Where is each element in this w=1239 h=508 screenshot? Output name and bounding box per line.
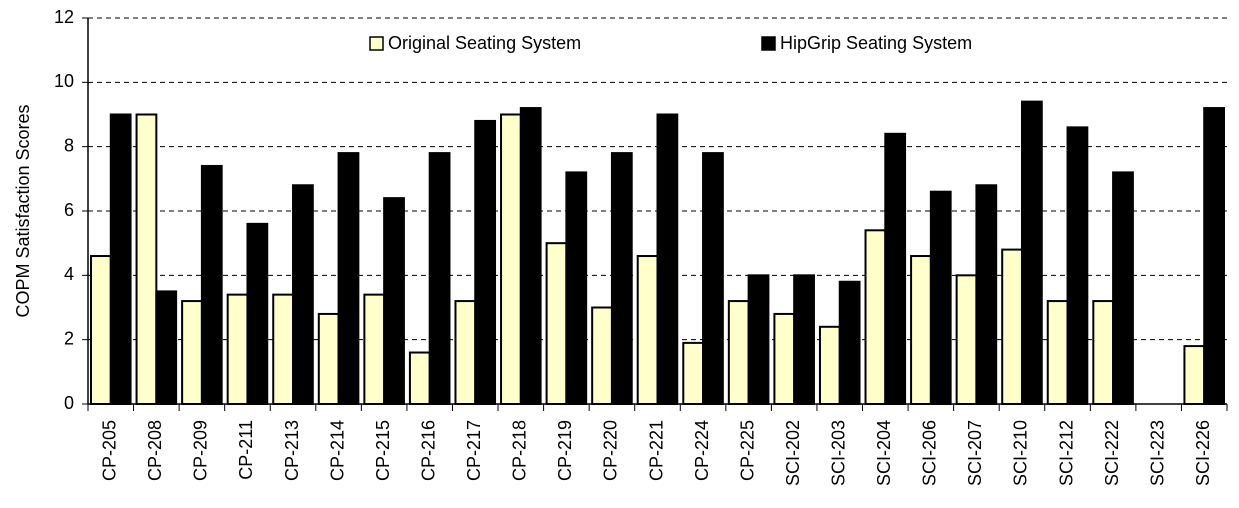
bar <box>317 312 340 405</box>
x-tick-label: CP-208 <box>145 420 165 481</box>
bar <box>773 312 796 405</box>
x-tick-label: SCI-204 <box>874 420 894 486</box>
bar <box>975 184 998 405</box>
x-tick-label: CP-218 <box>510 420 530 481</box>
x-tick-label: CP-214 <box>327 420 347 481</box>
y-tick-label: 2 <box>64 328 74 348</box>
bar <box>200 164 223 405</box>
bar <box>1020 100 1043 405</box>
y-tick-label: 8 <box>64 135 74 155</box>
x-tick-label: SCI-226 <box>1193 420 1213 486</box>
y-tick-label: 4 <box>64 264 74 284</box>
bar <box>1112 171 1134 405</box>
bar <box>636 255 659 405</box>
bar <box>1203 107 1225 405</box>
bar <box>428 152 451 405</box>
x-tick-label: SCI-223 <box>1147 420 1167 486</box>
x-tick-label: SCI-202 <box>783 420 803 486</box>
y-tick-label: 0 <box>64 393 74 413</box>
bar <box>1092 300 1115 406</box>
x-tick-label: CP-221 <box>646 420 666 481</box>
bar <box>500 113 522 405</box>
bar <box>727 300 750 406</box>
bar <box>818 325 841 405</box>
bar <box>408 351 431 405</box>
bar <box>181 300 203 406</box>
bar <box>272 293 295 405</box>
x-tick-label: CP-205 <box>100 420 120 481</box>
x-tick-label: SCI-207 <box>965 420 985 486</box>
bar <box>454 300 477 406</box>
x-tick-label: CP-224 <box>692 420 712 481</box>
y-tick-label: 12 <box>54 7 74 27</box>
bar <box>135 113 158 405</box>
legend-label: HipGrip Seating System <box>780 33 972 53</box>
x-tick-label: SCI-212 <box>1056 420 1076 486</box>
x-tick-label: CP-217 <box>464 420 484 481</box>
bar <box>474 119 497 406</box>
bar <box>90 255 112 405</box>
bar <box>864 229 887 405</box>
legend-label: Original Seating System <box>388 33 581 53</box>
legend-swatch <box>761 36 776 51</box>
bar <box>292 184 314 405</box>
x-tick-label: CP-225 <box>737 420 757 481</box>
bar <box>656 113 679 405</box>
x-tick-label: SCI-203 <box>828 420 848 486</box>
bar <box>155 290 178 405</box>
bar <box>1066 126 1089 405</box>
bar <box>838 280 861 405</box>
bar <box>591 306 613 405</box>
bar <box>519 107 542 405</box>
bar <box>1183 345 1206 406</box>
bar <box>910 255 932 405</box>
bar <box>793 274 815 406</box>
bar <box>383 197 405 405</box>
bar <box>1001 248 1023 405</box>
bar <box>565 171 588 405</box>
x-tick-label: CP-209 <box>191 420 211 481</box>
x-tick-label: CP-215 <box>373 420 393 481</box>
y-tick-label: 6 <box>64 200 74 220</box>
x-tick-label: CP-211 <box>236 420 256 480</box>
x-tick-label: CP-213 <box>282 420 302 481</box>
x-tick-label: CP-216 <box>418 420 438 481</box>
x-tick-label: SCI-210 <box>1011 420 1031 486</box>
bar <box>747 274 770 406</box>
bar <box>1046 300 1069 406</box>
bar <box>702 152 724 405</box>
bar <box>226 293 249 405</box>
x-tick-label: SCI-206 <box>920 420 940 486</box>
bar <box>109 113 132 405</box>
x-tick-label: CP-219 <box>555 420 575 481</box>
y-axis-label: COPM Satisfaction Scores <box>13 104 33 317</box>
bar <box>682 341 705 405</box>
legend-swatch <box>369 36 384 51</box>
bar <box>929 190 952 405</box>
bar <box>955 274 978 406</box>
bar <box>610 152 633 405</box>
x-tick-label: CP-220 <box>601 420 621 481</box>
y-tick-label: 10 <box>54 71 74 91</box>
bar <box>545 242 568 405</box>
bar <box>337 152 360 405</box>
bar <box>246 222 269 405</box>
bar <box>884 132 907 406</box>
x-tick-label: SCI-222 <box>1102 420 1122 486</box>
bar <box>363 293 386 405</box>
